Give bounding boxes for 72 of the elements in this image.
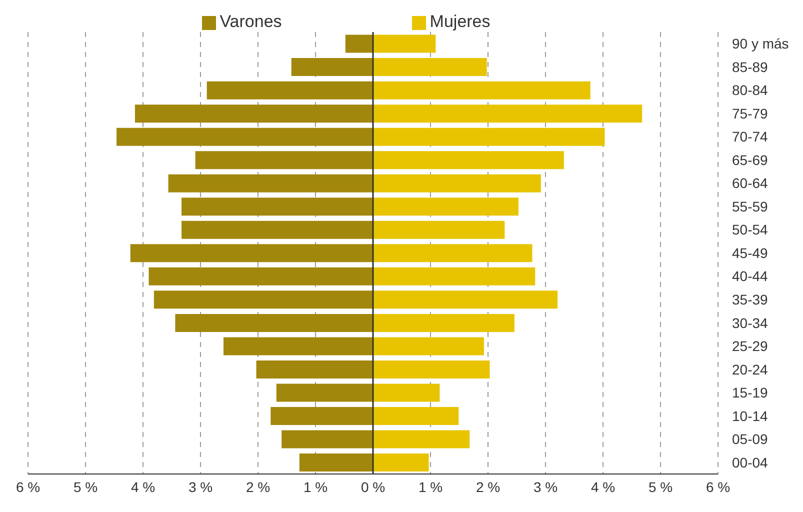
x-tick-label: 6 % xyxy=(706,478,730,495)
y-tick-label: 70-74 xyxy=(732,128,768,145)
bar xyxy=(373,198,518,216)
bar xyxy=(182,198,373,216)
bar xyxy=(276,384,373,402)
x-tick-label: 1 % xyxy=(418,478,443,495)
bar xyxy=(373,314,514,332)
x-tick-label: 4 % xyxy=(130,478,156,495)
x-tick-label: 6 % xyxy=(16,478,40,495)
y-tick-label: 35-39 xyxy=(732,291,768,308)
x-tick-label: 3 % xyxy=(533,478,558,495)
bar xyxy=(373,81,590,100)
x-tick-label: 3 % xyxy=(188,478,213,495)
x-tick-label: 4 % xyxy=(590,478,616,495)
x-tick-label: 5 % xyxy=(73,478,98,495)
y-tick-label: 75-79 xyxy=(732,105,768,122)
bar xyxy=(345,34,373,53)
y-tick-label: 25-29 xyxy=(732,338,768,354)
bar xyxy=(373,174,541,192)
y-tick-label: 20-24 xyxy=(732,361,768,378)
bar xyxy=(373,290,558,309)
bar xyxy=(256,360,373,378)
bar xyxy=(373,104,642,123)
y-tick-label: 55-59 xyxy=(732,198,768,214)
bar xyxy=(116,128,373,146)
x-tick-label: 2 % xyxy=(246,478,270,495)
bar xyxy=(148,267,373,286)
bar xyxy=(373,407,459,425)
bar xyxy=(373,34,436,53)
y-tick-label: 85-89 xyxy=(732,58,768,75)
bar xyxy=(373,244,532,262)
bar xyxy=(299,454,373,472)
bar xyxy=(282,430,373,448)
legend-label: Varones xyxy=(220,12,282,31)
x-tick-label: 5 % xyxy=(648,478,673,495)
legend-label: Mujeres xyxy=(430,12,490,31)
y-tick-label: 80-84 xyxy=(732,82,768,98)
bar xyxy=(373,220,505,239)
y-tick-label: 65-69 xyxy=(732,152,768,168)
bar xyxy=(373,128,605,146)
bar xyxy=(134,104,373,123)
y-tick-label: 30-34 xyxy=(732,314,768,331)
bar xyxy=(373,58,487,76)
bar xyxy=(182,220,373,239)
bar xyxy=(175,314,373,332)
y-tick-label: 15-19 xyxy=(732,384,768,401)
bar xyxy=(373,430,470,448)
y-tick-label: 50-54 xyxy=(732,222,768,238)
bar xyxy=(373,384,440,402)
bar xyxy=(373,267,536,286)
y-tick-label: 05-09 xyxy=(732,431,768,448)
bar xyxy=(130,244,373,262)
y-tick-label: 10-14 xyxy=(732,408,768,424)
x-tick-label: 0 % xyxy=(360,478,386,495)
bar xyxy=(206,81,373,100)
x-tick-label: 1 % xyxy=(303,478,328,495)
bar xyxy=(270,407,373,425)
bar xyxy=(373,360,490,378)
bar xyxy=(224,337,373,356)
y-tick-label: 45-49 xyxy=(732,244,768,261)
bar xyxy=(373,337,484,356)
y-tick-label: 00-04 xyxy=(732,454,768,470)
y-tick-label: 60-64 xyxy=(732,175,768,192)
y-tick-label: 90 y más xyxy=(732,36,789,52)
bar xyxy=(373,151,564,170)
y-tick-label: 40-44 xyxy=(732,268,768,284)
bar xyxy=(154,290,373,309)
bar xyxy=(168,174,373,192)
x-tick-label: 2 % xyxy=(476,478,500,495)
bar xyxy=(195,151,373,170)
bar xyxy=(373,454,429,472)
bar xyxy=(291,58,373,76)
